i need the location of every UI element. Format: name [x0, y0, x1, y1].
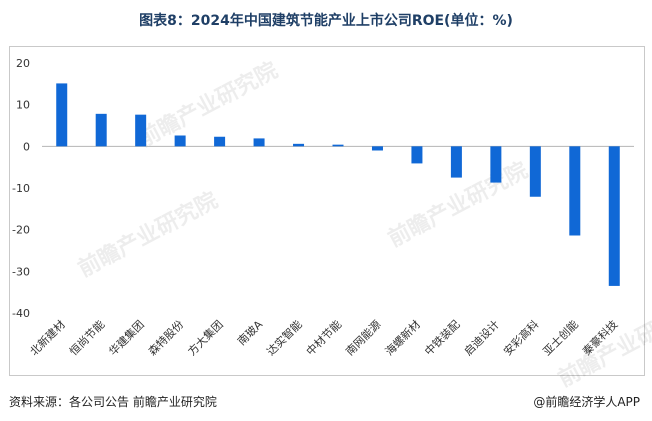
x-tick-label: 南玻A	[235, 318, 265, 348]
source-note: 资料来源：各公司公告 前瞻产业研究院	[9, 395, 217, 409]
bar	[371, 146, 383, 151]
chart-frame: 前瞻产业研究院 前瞻产业研究院 前瞻产业研究院 前瞻产业研究院	[9, 46, 652, 392]
y-tick-label: -30	[12, 265, 30, 278]
y-tick-label: 10	[16, 99, 30, 112]
x-tick-label: 南网能源	[343, 317, 384, 358]
x-tick-label: 恒尚节能	[66, 317, 107, 358]
x-tick-label: 北新建材	[27, 317, 68, 358]
x-tick-label: 启迪设计	[462, 318, 502, 358]
y-tick-label: -20	[12, 224, 30, 237]
x-tick-label: 中铁装配	[422, 318, 462, 358]
bar	[490, 146, 502, 183]
brand-note: @前瞻经济学人APP	[533, 395, 640, 409]
x-tick-label: 达实智能	[264, 317, 305, 358]
x-tick-label: 森特股份	[145, 317, 186, 358]
bar	[569, 146, 581, 236]
x-tick-label: 中材节能	[303, 317, 344, 358]
bar	[56, 83, 68, 147]
bar	[529, 146, 541, 197]
y-tick-label: -40	[12, 307, 30, 320]
x-tick-label: 方大集团	[185, 317, 226, 358]
x-tick-label: 海螺新材	[382, 317, 423, 358]
bar	[411, 146, 423, 164]
x-tick-label: 安彩高科	[500, 317, 541, 358]
bar	[293, 143, 305, 147]
y-tick-label: -10	[12, 182, 30, 195]
bar	[608, 146, 620, 286]
bar	[214, 136, 226, 147]
chart-title: 图表8：2024年中国建筑节能产业上市公司ROE(单位：%)	[139, 13, 513, 29]
bar	[253, 138, 265, 147]
bar	[135, 114, 147, 147]
bar	[332, 144, 344, 147]
bar	[174, 135, 186, 147]
x-tick-label: 亚士创能	[540, 317, 581, 358]
bar	[450, 146, 462, 178]
x-tick-label: 华建集团	[106, 317, 147, 358]
y-tick-label: 0	[23, 140, 30, 153]
y-tick-label: 20	[16, 57, 30, 70]
bar	[95, 113, 107, 147]
x-tick-label: 秦豪科技	[579, 317, 620, 358]
